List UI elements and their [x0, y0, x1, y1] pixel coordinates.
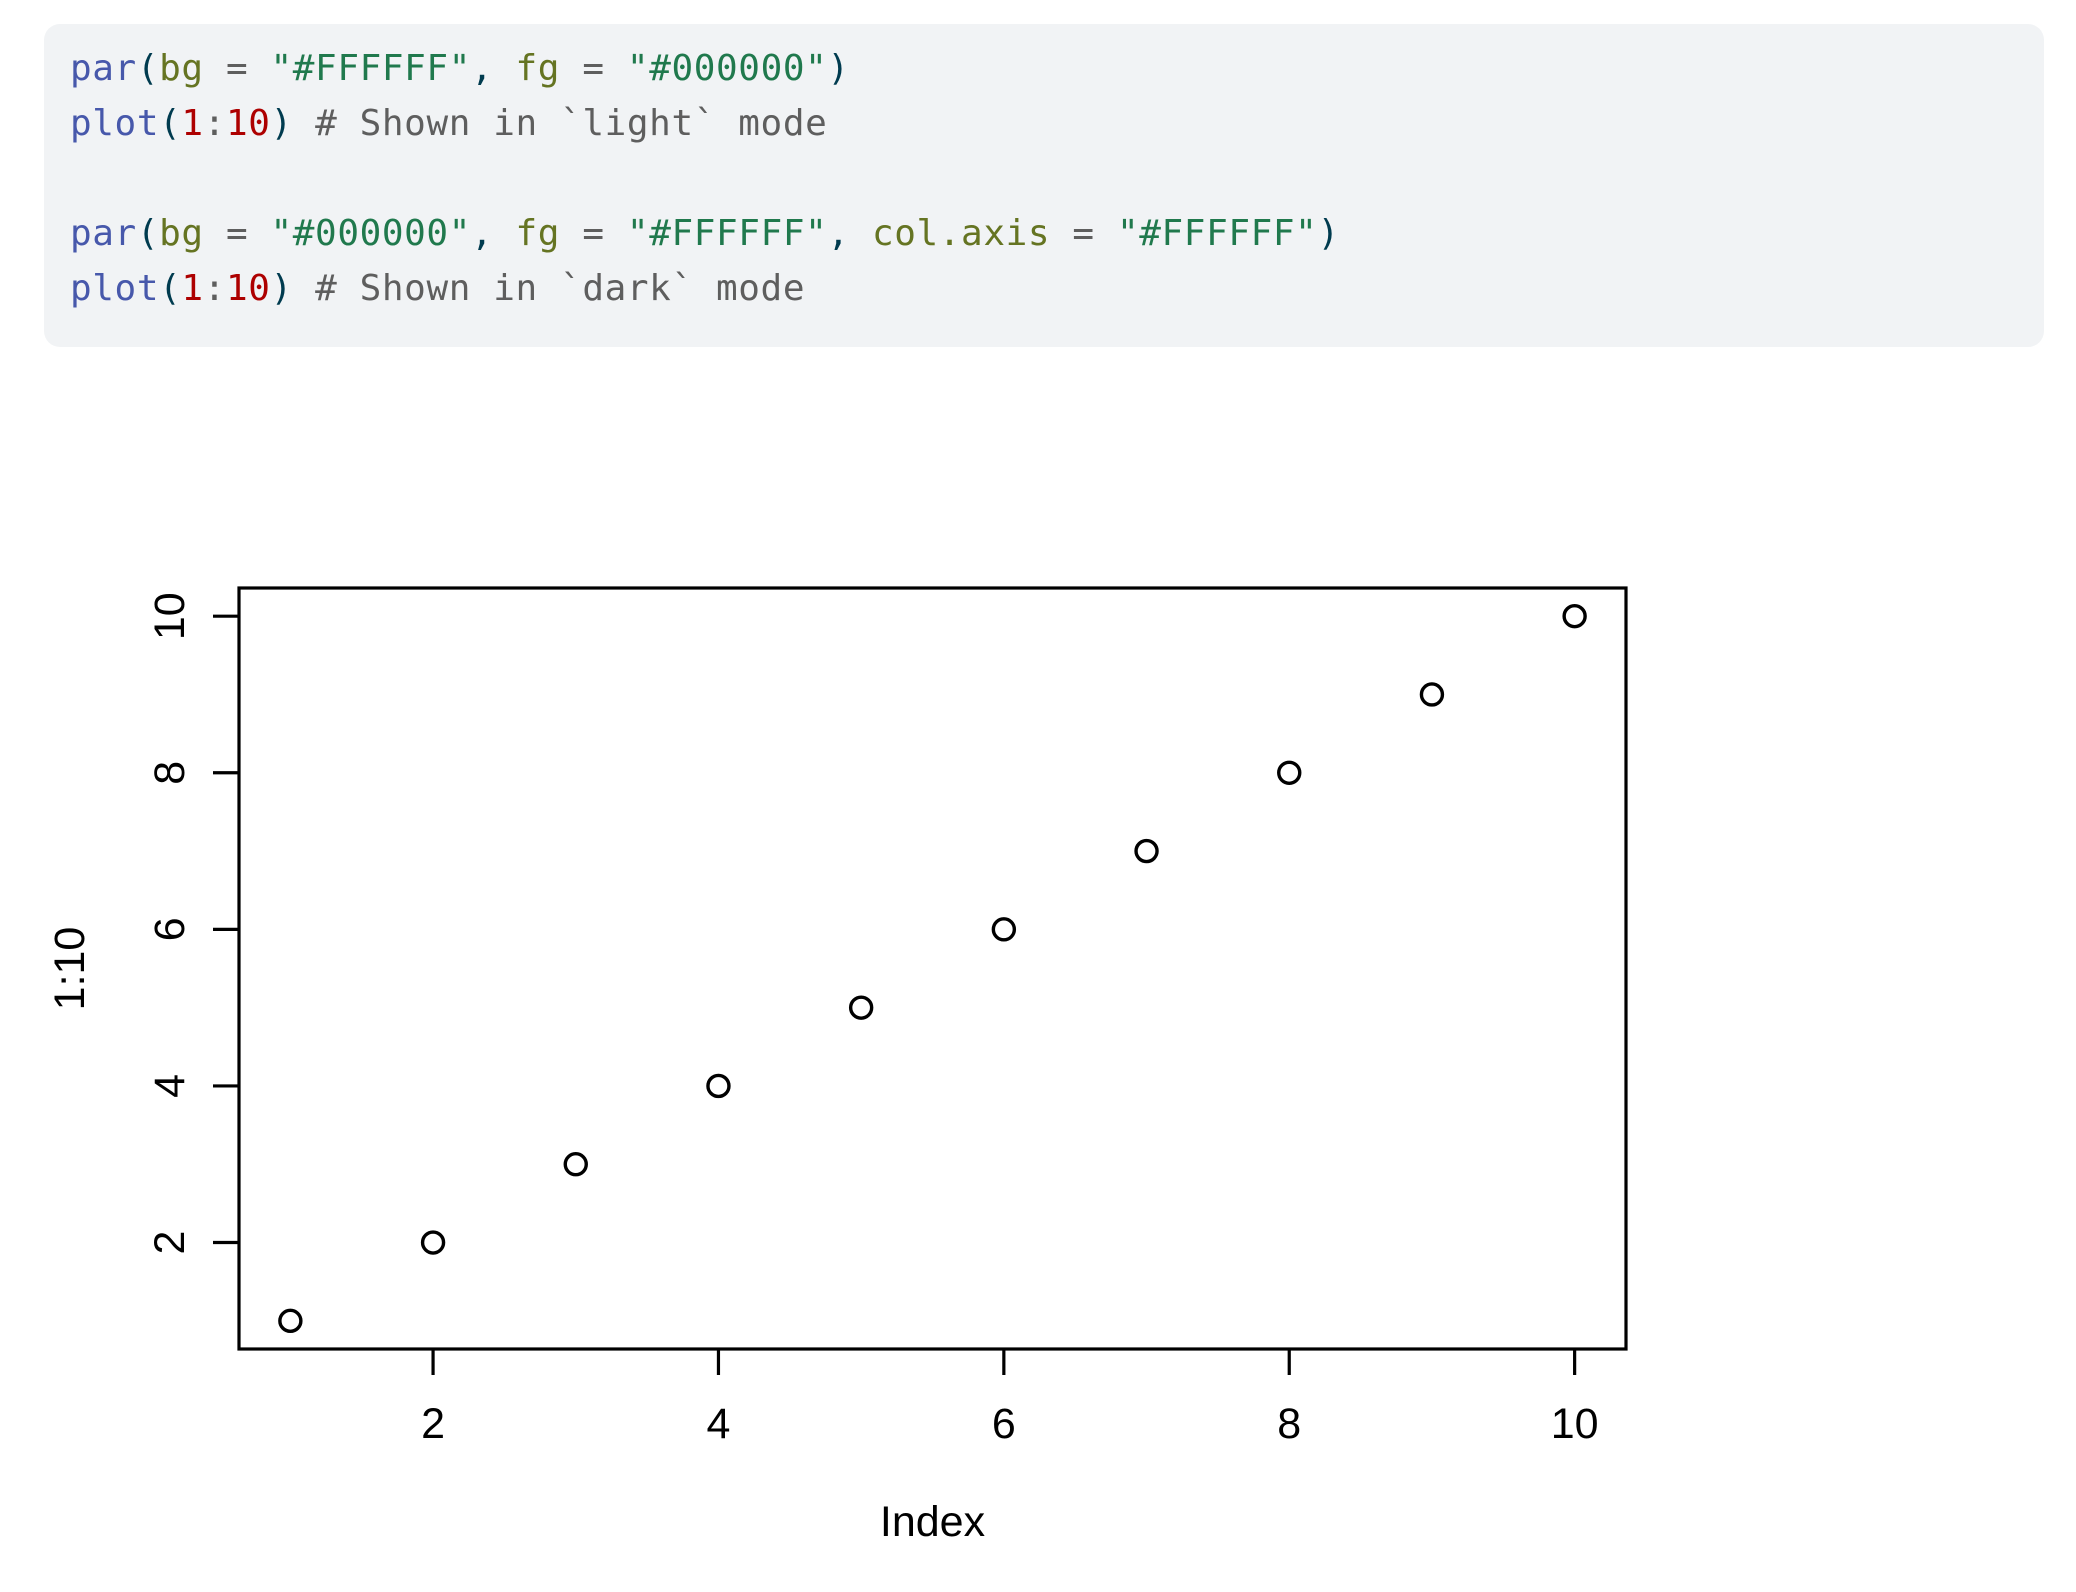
- y-axis-tick-label: 8: [146, 761, 194, 785]
- code-token-operator: =: [1050, 213, 1117, 254]
- code-token-attribute: bg: [159, 48, 204, 89]
- y-axis-tick-label: 10: [146, 592, 194, 640]
- code-token-comment: # Shown in `light` mode: [315, 103, 828, 144]
- x-axis-tick-label: 10: [1551, 1400, 1599, 1448]
- code-token-string: "#000000": [626, 48, 828, 89]
- code-token-punct: (: [159, 103, 182, 144]
- y-axis-title: 1:10: [46, 927, 94, 1011]
- plot-box: [237, 586, 1628, 1351]
- data-point: [1277, 760, 1302, 785]
- code-token-number: 1: [181, 268, 204, 309]
- code-token-attribute: fg: [515, 213, 561, 254]
- data-point: [706, 1073, 731, 1099]
- code-token-string: "#FFFFFF": [1116, 213, 1318, 254]
- data-point: [1419, 682, 1445, 707]
- code-token-attribute: bg: [159, 213, 204, 254]
- code-token-attribute: fg: [515, 48, 561, 89]
- code-token-operator: =: [203, 48, 271, 89]
- data-point: [563, 1152, 588, 1177]
- code-token-operator: :: [203, 268, 226, 309]
- code-token-comment: # Shown in `dark` mode: [315, 268, 806, 309]
- code-line: plot(1:10) # Shown in `light` mode: [70, 96, 2016, 151]
- code-token-punct: (: [136, 48, 160, 89]
- r-code: par(bg = "#FFFFFF", fg = "#000000") plot(…: [70, 41, 2016, 316]
- code-line: plot(1:10) # Shown in `dark` mode: [70, 261, 2016, 316]
- code-token-attribute: col.axis: [871, 213, 1051, 254]
- x-axis-tick-label: 2: [421, 1400, 445, 1448]
- data-point: [848, 995, 874, 1020]
- data-point: [1562, 603, 1587, 629]
- code-token-punct: ): [1317, 213, 1340, 254]
- code-token-number: 10: [225, 268, 271, 309]
- data-point: [420, 1230, 446, 1255]
- code-token-function: plot: [70, 103, 160, 144]
- y-axis-tick-label: 4: [146, 1074, 194, 1098]
- code-token-operator: =: [203, 213, 271, 254]
- code-token-punct: ): [270, 268, 293, 309]
- data-point: [1134, 838, 1159, 864]
- code-token-punct: ,: [470, 48, 516, 89]
- x-axis-tick-label: 4: [706, 1400, 730, 1448]
- code-token-number: 1: [181, 103, 204, 144]
- code-token-operator: =: [560, 48, 627, 89]
- data-point: [991, 917, 1017, 942]
- x-axis-title: Index: [880, 1498, 986, 1546]
- code-token-punct: (: [136, 213, 160, 254]
- code-token-operator: :: [203, 103, 226, 144]
- code-token-number: 10: [225, 103, 271, 144]
- code-token-string: "#000000": [270, 213, 471, 254]
- code-token-function: plot: [70, 268, 160, 309]
- x-axis-tick-label: 8: [1277, 1400, 1301, 1448]
- code-token-string: "#FFFFFF": [626, 213, 828, 254]
- code-token-punct: ,: [827, 213, 872, 254]
- code-token-punct: ,: [470, 213, 516, 254]
- code-line: par(bg = "#FFFFFF", fg = "#000000"): [70, 41, 2016, 96]
- code-token-punct: ): [827, 48, 850, 89]
- code-token-function: par: [70, 213, 137, 254]
- code-token-punct: ): [270, 103, 293, 144]
- y-axis-tick-label: 6: [146, 917, 194, 941]
- code-token-operator: =: [560, 213, 627, 254]
- y-axis-tick-label: 2: [146, 1231, 194, 1255]
- code-token-string: "#FFFFFF": [270, 48, 471, 89]
- x-axis-tick-label: 6: [992, 1400, 1016, 1448]
- code-token-punct: (: [159, 268, 182, 309]
- r-code-block: par(bg = "#FFFFFF", fg = "#000000") plot(…: [44, 24, 2044, 347]
- data-point: [278, 1308, 303, 1334]
- code-line: par(bg = "#000000", fg = "#FFFFFF", col.…: [70, 206, 2016, 261]
- code-token-function: par: [70, 48, 137, 89]
